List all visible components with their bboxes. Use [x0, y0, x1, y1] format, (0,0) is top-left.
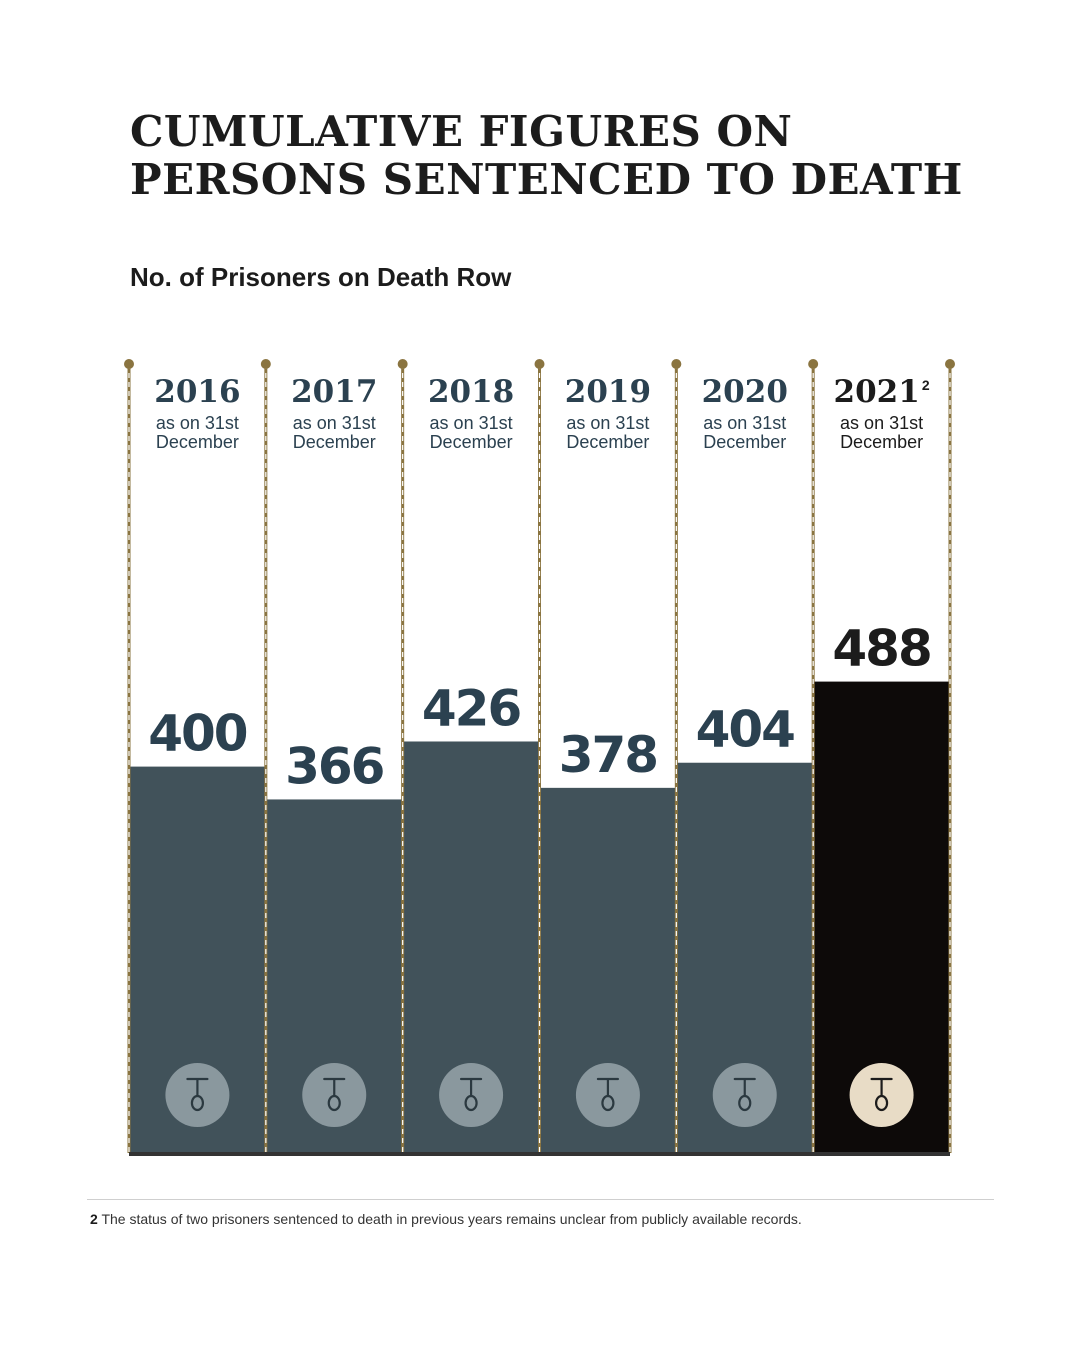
value-label-2019: 378 — [559, 726, 657, 784]
noose-icon — [464, 1094, 478, 1112]
year-label-2018: 2018 — [428, 374, 514, 410]
divider-dot — [671, 359, 682, 369]
noose-icon — [327, 1094, 341, 1112]
date-label-2020: as on 31st — [703, 413, 786, 433]
chart-baseline — [129, 1152, 950, 1156]
date-label-2021: December — [840, 432, 923, 452]
noose-icon — [190, 1094, 205, 1112]
date-label-2018: as on 31st — [430, 413, 513, 433]
noose-icon — [601, 1094, 615, 1112]
title-line-2: PERSONS SENTENCED TO DEATH — [130, 155, 963, 204]
year-label-2020: 2020 — [702, 374, 788, 410]
divider-dot — [124, 359, 134, 369]
title-line-1: CUMULATIVE FIGURES ON — [130, 107, 793, 156]
footnote-divider — [87, 1199, 994, 1200]
date-label-2017: December — [293, 432, 376, 452]
divider-dot — [808, 359, 819, 369]
year-label-2021: 2021 2 — [834, 374, 930, 410]
divider-dot — [945, 359, 955, 369]
noose-icon — [738, 1094, 752, 1112]
date-label-2016: December — [156, 432, 239, 452]
noose-icon — [874, 1094, 889, 1112]
footnote-number: 2 — [90, 1211, 98, 1227]
date-label-2016: as on 31st — [156, 413, 239, 433]
value-label-2020: 404 — [696, 701, 795, 759]
date-label-2021: as on 31st — [840, 413, 923, 433]
divider-dot — [260, 359, 271, 369]
date-label-2017: as on 31st — [293, 413, 376, 433]
date-label-2019: December — [566, 432, 649, 452]
footnote-text: The status of two prisoners sentenced to… — [101, 1211, 802, 1227]
chart-subtitle: No. of Prisoners on Death Row — [130, 262, 512, 292]
year-label-2017: 2017 — [291, 374, 377, 410]
value-label-2021: 488 — [832, 620, 930, 678]
date-label-2020: December — [703, 432, 786, 452]
page-title: CUMULATIVE FIGURES ON PERSONS SENTENCED … — [130, 108, 990, 204]
year-label-2019: 2019 — [565, 374, 651, 410]
value-label-2016: 400 — [148, 705, 247, 763]
year-label-2016: 2016 — [154, 374, 240, 410]
footnote: 2 The status of two prisoners sentenced … — [90, 1211, 802, 1227]
divider-dot — [534, 359, 545, 369]
date-label-2019: as on 31st — [566, 413, 649, 433]
value-label-2018: 426 — [422, 679, 521, 737]
divider-dot — [397, 359, 408, 369]
date-label-2018: December — [430, 432, 513, 452]
value-label-2017: 366 — [285, 737, 384, 795]
